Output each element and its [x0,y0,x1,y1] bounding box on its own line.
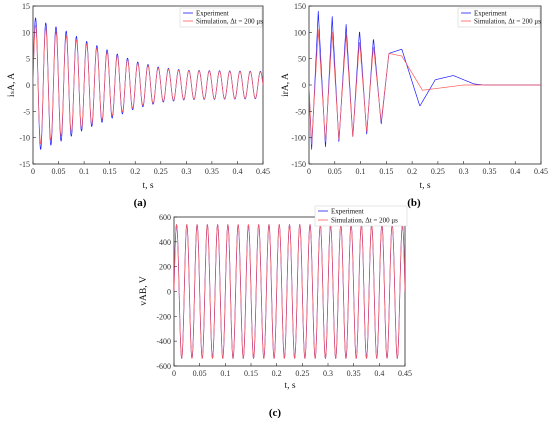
chart-a-xlabel: t, s [142,181,153,191]
chart-b-legend-experiment: Experiment [474,10,507,18]
chart-a-xtick-label: 0.2 [130,167,140,176]
chart-c-ylabel: vAB, V [139,276,149,306]
chart-a-xtick-label: 0.15 [103,167,117,176]
chart-a-ytick-label: -5 [23,107,30,116]
chart-a-xtick-label: 0.1 [79,167,89,176]
chart-b-ticks: 0 0.05 0.1 0.15 0.2 0.25 0.3 0.35 0.4 0.45 150 100 5… [291,2,548,176]
chart-a-xtick-label: 0.3 [181,167,191,176]
chart-a-ytick-label: 10 [22,28,30,37]
chart-c-ticks: 0 0.05 0.1 0.15 0.2 0.25 0.3 0.35 0.4 0.45 600 400 2… [156,213,412,378]
chart-c-xtick-label: 0.25 [295,369,309,378]
chart-b-ytick-label: -50 [295,107,306,116]
chart-a-ytick-label: -15 [19,160,30,169]
chart-c-xtick-label: 0.3 [323,369,333,378]
chart-b-ytick-label: 0 [302,81,306,90]
chart-c-xtick-label: 0.4 [374,369,384,378]
chart-a-series-experiment [33,17,263,150]
chart-c-legend-experiment: Experiment [331,208,364,216]
chart-c-ytick-label: -200 [156,312,171,321]
chart-a-xtick-label: 0.05 [52,167,66,176]
chart-c-ytick-label: -600 [156,362,171,371]
chart-b-ytick-label: 150 [294,2,306,11]
chart-a-ticks: 0 0.05 0.1 0.15 0.2 0.25 0.3 0.35 0.4 0.45151050-… [19,2,270,176]
chart-a: 0 0.05 0.1 0.15 0.2 0.25 0.3 0.35 0.4 0.45151050-… [7,2,270,209]
chart-b-series-simulation [309,29,541,145]
chart-b-ytick-label: -100 [291,134,306,143]
chart-b-panel-label: (b) [407,197,421,209]
chart-a-xtick-label: 0.25 [154,167,168,176]
chart-b-xtick-label: 0.15 [379,167,393,176]
chart-b-xlabel: t, s [419,181,430,191]
chart-a-series [33,17,263,150]
chart-a-ytick-label: 15 [22,2,30,11]
chart-b-ytick-label: 50 [298,55,306,64]
chart-a-plot-area [32,5,264,165]
chart-a-xtick-label: 0 [31,167,35,176]
chart-c-plot-area [173,216,406,367]
chart-a-ytick-label: 0 [26,81,30,90]
chart-b-xtick-label: 0.05 [328,167,342,176]
chart-c-ytick-label: 0 [167,288,171,297]
chart-c: 0 0.05 0.1 0.15 0.2 0.25 0.3 0.35 0.4 0.45 600 400 2… [139,205,412,419]
chart-c-xtick-label: 0 [172,369,176,378]
chart-a-ytick-label: -10 [19,134,30,143]
chart-a-xtick-label: 0.4 [232,167,242,176]
chart-a-ytick-label: 5 [26,55,30,64]
chart-b-xtick-label: 0.3 [459,167,469,176]
chart-b-xtick-label: 0 [307,167,311,176]
chart-c-xlabel: t, s [284,381,295,391]
chart-b-xtick-label: 0.25 [431,167,445,176]
chart-c-ytick-label: -400 [156,337,171,346]
chart-b-xtick-label: 0.4 [510,167,520,176]
chart-b-legend: Experiment Simulation, Δt = 200 μs [457,7,541,28]
chart-b-xtick-label: 0.45 [534,167,548,176]
chart-c-ytick-label: 200 [159,263,171,272]
chart-a-legend-experiment: Experiment [196,10,229,18]
chart-b-ytick-label: -150 [291,160,306,169]
chart-c-series-simulation [174,224,405,359]
chart-c-series [174,224,405,359]
chart-b: 0 0.05 0.1 0.15 0.2 0.25 0.3 0.35 0.4 0.45 150 100 5… [281,2,548,209]
chart-b-series [309,10,541,150]
chart-c-panel-label: (c) [269,407,282,419]
chart-b-legend-simulation: Simulation, Δt = 200 μs [474,18,541,26]
chart-a-panel-label: (a) [134,197,147,209]
chart-c-xtick-label: 0.15 [244,369,258,378]
chart-c-xtick-label: 0.2 [272,369,282,378]
chart-c-legend: Experiment Simulation, Δt = 200 μs [314,205,408,227]
chart-c-legend-simulation: Simulation, Δt = 200 μs [331,217,398,225]
chart-c-xtick-label: 0.45 [398,369,412,378]
chart-c-ytick-label: 600 [159,213,171,222]
chart-c-ytick-label: 400 [159,238,171,247]
chart-b-ytick-label: 100 [294,28,306,37]
chart-a-xtick-label: 0.35 [205,167,219,176]
chart-c-xtick-label: 0.1 [220,369,230,378]
chart-a-ylabel: iₛA, A [7,73,17,97]
chart-a-legend: Experiment Simulation, Δt = 200 μs [179,7,263,28]
chart-c-xtick-label: 0.35 [347,369,361,378]
chart-b-ylabel: irA, A [281,73,291,97]
chart-a-series-simulation [33,24,263,144]
chart-c-xtick-label: 0.05 [193,369,207,378]
chart-a-xtick-label: 0.45 [256,167,270,176]
chart-b-xtick-label: 0.35 [482,167,496,176]
chart-b-xtick-label: 0.2 [407,167,417,176]
chart-a-legend-simulation: Simulation, Δt = 200 μs [196,18,263,26]
chart-b-xtick-label: 0.1 [356,167,366,176]
